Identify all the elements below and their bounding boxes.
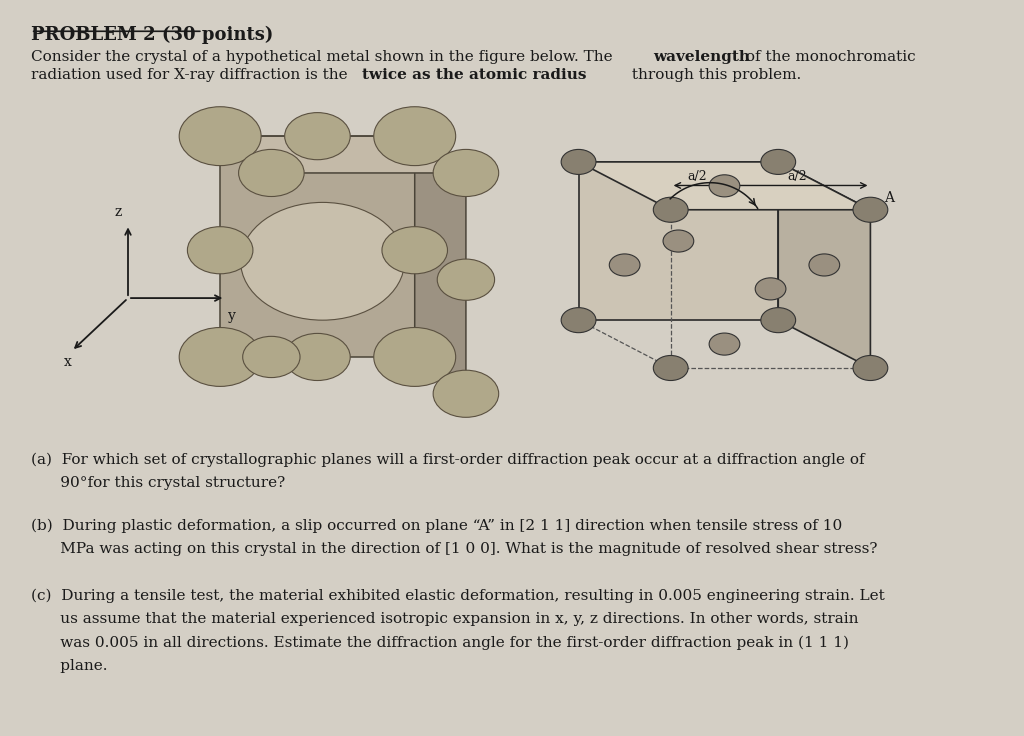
Text: Consider the crystal of a hypothetical metal shown in the figure below. The: Consider the crystal of a hypothetical m… xyxy=(31,50,617,64)
Text: y: y xyxy=(228,309,237,323)
Circle shape xyxy=(243,336,300,378)
Text: a/2: a/2 xyxy=(787,169,807,183)
Text: (a)  For which set of crystallographic planes will a first-order diffraction pea: (a) For which set of crystallographic pl… xyxy=(31,453,864,467)
Circle shape xyxy=(433,149,499,197)
Circle shape xyxy=(374,328,456,386)
Text: PROBLEM 2 (30 points): PROBLEM 2 (30 points) xyxy=(31,26,273,44)
Circle shape xyxy=(853,355,888,381)
Text: (b)  During plastic deformation, a slip occurred on plane “A” in [2 1 1] directi: (b) During plastic deformation, a slip o… xyxy=(31,519,842,534)
Circle shape xyxy=(433,370,499,417)
Text: plane.: plane. xyxy=(31,659,108,673)
Polygon shape xyxy=(415,136,466,394)
Circle shape xyxy=(709,333,740,355)
Circle shape xyxy=(761,308,796,333)
Circle shape xyxy=(241,202,404,320)
Text: radiation used for X-ray diffraction is the: radiation used for X-ray diffraction is … xyxy=(31,68,352,82)
Polygon shape xyxy=(220,136,466,173)
Circle shape xyxy=(709,175,740,197)
Circle shape xyxy=(809,254,840,276)
Circle shape xyxy=(561,308,596,333)
Circle shape xyxy=(755,278,786,300)
Text: through this problem.: through this problem. xyxy=(627,68,801,82)
Polygon shape xyxy=(579,162,870,210)
Polygon shape xyxy=(778,162,870,368)
Text: MPa was acting on this crystal in the direction of [1 0 0]. What is the magnitud: MPa was acting on this crystal in the di… xyxy=(31,542,878,556)
Text: A: A xyxy=(884,191,894,205)
Text: 90°for this crystal structure?: 90°for this crystal structure? xyxy=(31,476,285,490)
Text: x: x xyxy=(63,355,72,369)
Circle shape xyxy=(382,227,447,274)
Text: twice as the atomic radius: twice as the atomic radius xyxy=(362,68,587,82)
Circle shape xyxy=(285,333,350,381)
Circle shape xyxy=(653,197,688,222)
Text: was 0.005 in all directions. Estimate the diffraction angle for the first-order : was 0.005 in all directions. Estimate th… xyxy=(31,636,849,651)
Circle shape xyxy=(561,149,596,174)
Text: wavelength: wavelength xyxy=(653,50,751,64)
Circle shape xyxy=(853,197,888,222)
Circle shape xyxy=(609,254,640,276)
Text: of the monochromatic: of the monochromatic xyxy=(741,50,916,64)
Circle shape xyxy=(761,149,796,174)
Circle shape xyxy=(285,113,350,160)
Text: a/2: a/2 xyxy=(688,169,708,183)
Circle shape xyxy=(374,107,456,166)
Polygon shape xyxy=(220,136,415,357)
Text: us assume that the material experienced isotropic expansion in x, y, z direction: us assume that the material experienced … xyxy=(31,612,858,626)
Polygon shape xyxy=(579,162,778,320)
Circle shape xyxy=(653,355,688,381)
Circle shape xyxy=(179,328,261,386)
Circle shape xyxy=(179,107,261,166)
Circle shape xyxy=(239,149,304,197)
Circle shape xyxy=(187,227,253,274)
Circle shape xyxy=(664,230,694,252)
Text: (c)  During a tensile test, the material exhibited elastic deformation, resultin: (c) During a tensile test, the material … xyxy=(31,589,885,604)
Circle shape xyxy=(437,259,495,300)
Text: z: z xyxy=(115,205,122,219)
